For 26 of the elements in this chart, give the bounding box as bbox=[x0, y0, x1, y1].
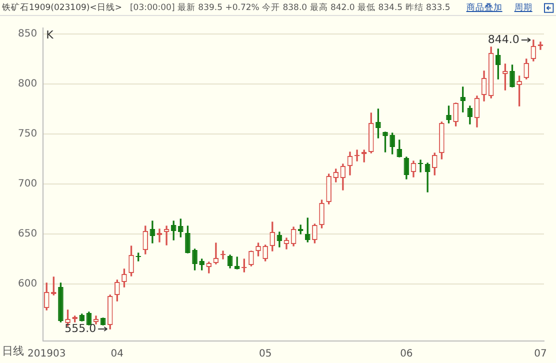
y-tick-label: 650 bbox=[18, 228, 38, 240]
y-tick-label: 600 bbox=[18, 278, 38, 290]
x-tick-label: 04 bbox=[110, 348, 124, 360]
x-axis-title: 日线 bbox=[2, 344, 24, 358]
y-tick-label: 750 bbox=[18, 128, 38, 140]
y-axis-title: K bbox=[46, 28, 54, 42]
candlestick bbox=[156, 228, 162, 242]
x-tick-label: 05 bbox=[258, 348, 272, 360]
chart-subtitle: [03:00:00] 最新 839.5 +0.72% 今开 838.0 最高 842.0 最低 834.5 昨结 833.5 bbox=[130, 2, 450, 14]
annotation: 844.0 bbox=[488, 32, 520, 46]
candlestick bbox=[220, 250, 226, 260]
x-tick-label: 06 bbox=[400, 348, 413, 360]
annotation: 555.0 bbox=[64, 322, 96, 335]
candlestick bbox=[164, 226, 170, 246]
y-tick-label: 800 bbox=[18, 78, 38, 90]
text: 周期 bbox=[514, 2, 532, 14]
candlestick bbox=[538, 42, 544, 50]
candlestick bbox=[418, 160, 424, 172]
candlestick bbox=[213, 242, 219, 264]
y-tick-label: 700 bbox=[18, 178, 38, 190]
x-tick-label: 201903 bbox=[28, 348, 66, 360]
chart-title: 铁矿石1909(023109)<日线> bbox=[2, 2, 122, 14]
text: 商品叠加 bbox=[466, 2, 502, 14]
candlestick bbox=[354, 150, 360, 162]
x-tick-label: 07 bbox=[534, 348, 547, 360]
y-tick-label: 850 bbox=[18, 28, 38, 40]
